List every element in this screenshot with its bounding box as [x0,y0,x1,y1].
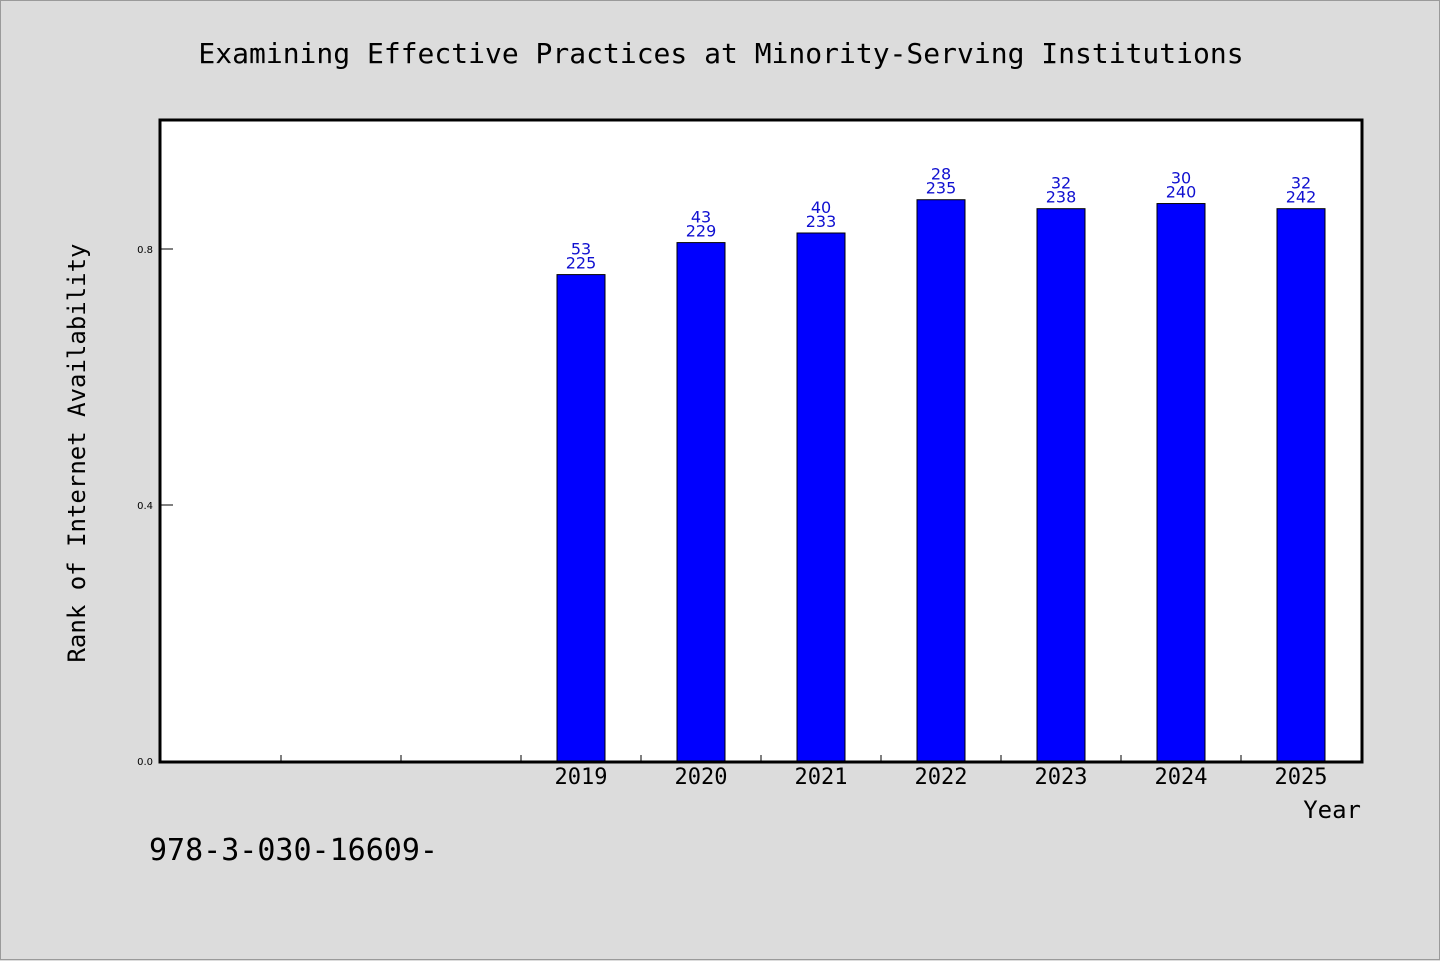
x-tick-label: 2023 [1035,765,1088,790]
y-axis-label: Rank of Internet Availability [63,243,91,662]
bar-2020 [676,242,726,762]
x-tick-label: 2020 [675,765,728,790]
bar-2021 [796,232,846,762]
x-tick-label: 2022 [915,765,968,790]
bar-label-bottom: 238 [1046,188,1077,207]
y-tick-label: 0.4 [137,501,153,512]
chart-title: Examining Effective Practices at Minorit… [198,37,1243,70]
bar-label-top: 32 [1291,174,1311,193]
bar-label-top: 28 [931,165,951,184]
x-tick-label: 2019 [555,765,608,790]
bar-label-top: 32 [1051,174,1071,193]
x-tick-label: 2021 [795,765,848,790]
x-tick-label: 2024 [1155,765,1208,790]
bar-label-top: 30 [1171,169,1191,188]
bar-label-bottom: 235 [926,179,957,198]
x-tick-label: 2025 [1275,765,1328,790]
bar-label-bottom: 225 [566,254,597,273]
bar-label-bottom: 242 [1286,188,1317,207]
bar-label-top: 53 [571,240,591,259]
y-tick-label: 0.8 [137,245,153,256]
bar-2022 [916,199,966,762]
bar-label-bottom: 240 [1166,183,1197,202]
bar-label-bottom: 229 [686,222,717,241]
bar-label-top: 40 [811,198,831,217]
bar-label-top: 43 [691,208,711,227]
bar-2023 [1036,208,1086,762]
x-axis-label: Year [1303,796,1361,824]
ticks-group: 0.0 0.4 0.8 2019 2020 2021 2022 2023 2024 2025 [137,245,1327,790]
bar-2025 [1276,208,1326,762]
bar-2024 [1156,203,1206,762]
footer-isbn-text: 978-3-030-16609- [149,833,438,868]
bar-label-bottom: 233 [806,212,837,231]
y-tick-label: 0.0 [137,757,153,768]
bar-2019 [556,274,606,762]
